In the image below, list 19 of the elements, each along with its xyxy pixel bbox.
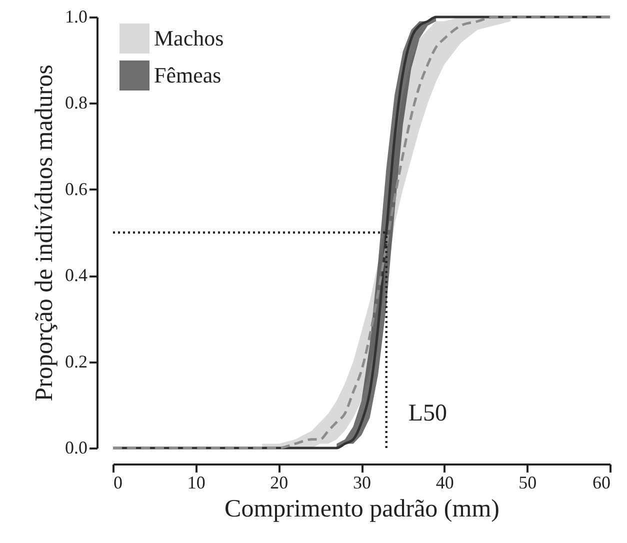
x-axis-title: Comprimento padrão (mm) xyxy=(224,496,500,522)
legend-label: Fêmeas xyxy=(154,62,222,88)
x-tick-label: 60 xyxy=(592,472,610,492)
x-tick-label: 50 xyxy=(518,472,537,492)
x-tick-label: 0 xyxy=(114,472,122,492)
x-tick-label: 30 xyxy=(353,472,371,492)
y-tick-label: 0.4 xyxy=(65,265,88,286)
x-tick-label: 20 xyxy=(270,472,288,492)
x-tick-label: 40 xyxy=(436,472,454,492)
y-tick-label: 0.0 xyxy=(65,438,88,458)
y-tick-label: 0.8 xyxy=(65,92,88,113)
legend-label: Machos xyxy=(154,26,224,50)
line-series xyxy=(112,16,612,450)
y-tick-label: 0.6 xyxy=(65,178,88,199)
x-tick-label: 10 xyxy=(187,472,206,492)
y-tick-label: 0.2 xyxy=(65,351,88,372)
ref-line-label: L50 xyxy=(408,400,448,427)
y-axis-title: Proporção de indivíduos maduros xyxy=(31,64,58,402)
y-tick-label: 1.0 xyxy=(65,6,88,26)
